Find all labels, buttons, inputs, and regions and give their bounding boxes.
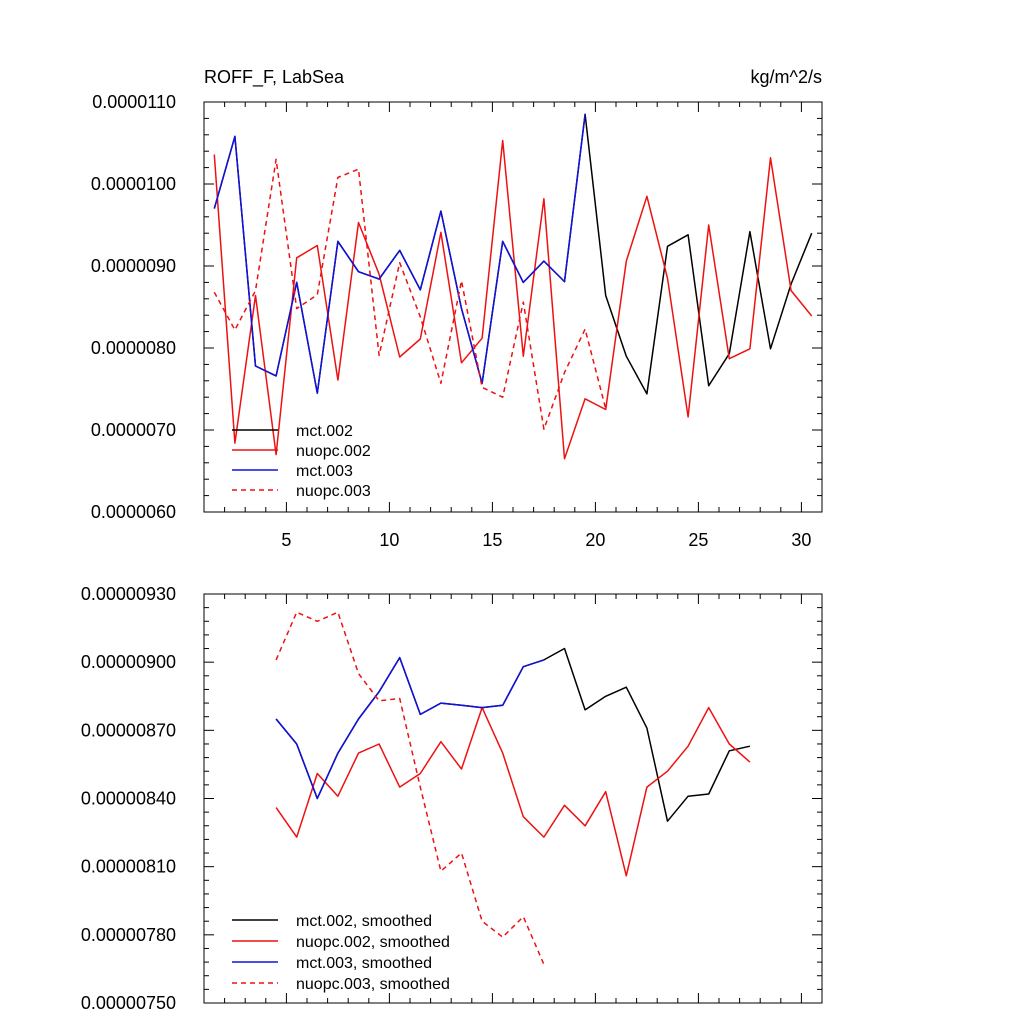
x-tick-label: 20: [585, 530, 605, 550]
legend-label: nuopc.003: [296, 483, 371, 500]
legend-label: mct.002: [296, 423, 353, 440]
y-tick-label: 0.00000810: [81, 857, 176, 877]
x-tick-label: 15: [482, 530, 502, 550]
x-tick-label: 5: [281, 530, 291, 550]
chart-panel-top: ROFF_F, LabSea kg/m^2/s 5 10 15 20 25 30 0.000…: [91, 67, 823, 550]
chart-panel-bottom: 0.00000750 0.00000780 0.00000810 0.00000840…: [81, 584, 823, 1013]
y-tick-label: 0.00000780: [81, 925, 176, 945]
legend-label: nuopc.002: [296, 443, 371, 460]
y-tick-label: 0.00000750: [81, 993, 176, 1013]
y-tick-label: 0.0000100: [91, 174, 176, 194]
x-tick-label: 10: [379, 530, 399, 550]
legend-label: nuopc.002, smoothed: [296, 934, 450, 951]
y-tick-label: 0.0000090: [91, 256, 176, 276]
y-tick-label: 0.00000900: [81, 652, 176, 672]
y-tick-label: 0.0000070: [91, 420, 176, 440]
chart-units: kg/m^2/s: [751, 67, 822, 87]
y-tick-label: 0.00000930: [81, 584, 176, 604]
y-tick-label: 0.0000080: [91, 338, 176, 358]
legend: mct.002 nuopc.002 mct.003 nuopc.003: [232, 423, 371, 500]
legend-label: mct.002, smoothed: [296, 913, 432, 930]
series-line-nuopc-003-smoothed: [275, 611, 545, 965]
legend: mct.002, smoothed nuopc.002, smoothed mct.…: [232, 913, 450, 993]
series-line-nuopc-003: [213, 158, 607, 430]
series-line-mct-003-smoothed: [275, 656, 545, 800]
y-tick-label: 0.0000110: [92, 92, 176, 112]
x-tick-label: 30: [791, 530, 811, 550]
y-tick-label: 0.00000840: [81, 789, 176, 809]
legend-label: mct.003: [296, 463, 353, 480]
legend-label: mct.003, smoothed: [296, 955, 432, 972]
series-line-mct-002-smoothed: [275, 647, 751, 822]
y-tick-label: 0.00000870: [81, 720, 176, 740]
y-tick-label: 0.0000060: [91, 502, 176, 522]
series-line-nuopc-002-smoothed: [275, 706, 751, 877]
series-line-mct-003: [213, 114, 586, 394]
x-tick-label: 25: [688, 530, 708, 550]
series-line-nuopc-002: [213, 139, 813, 460]
chart-title: ROFF_F, LabSea: [204, 67, 345, 88]
legend-label: nuopc.003, smoothed: [296, 976, 450, 993]
